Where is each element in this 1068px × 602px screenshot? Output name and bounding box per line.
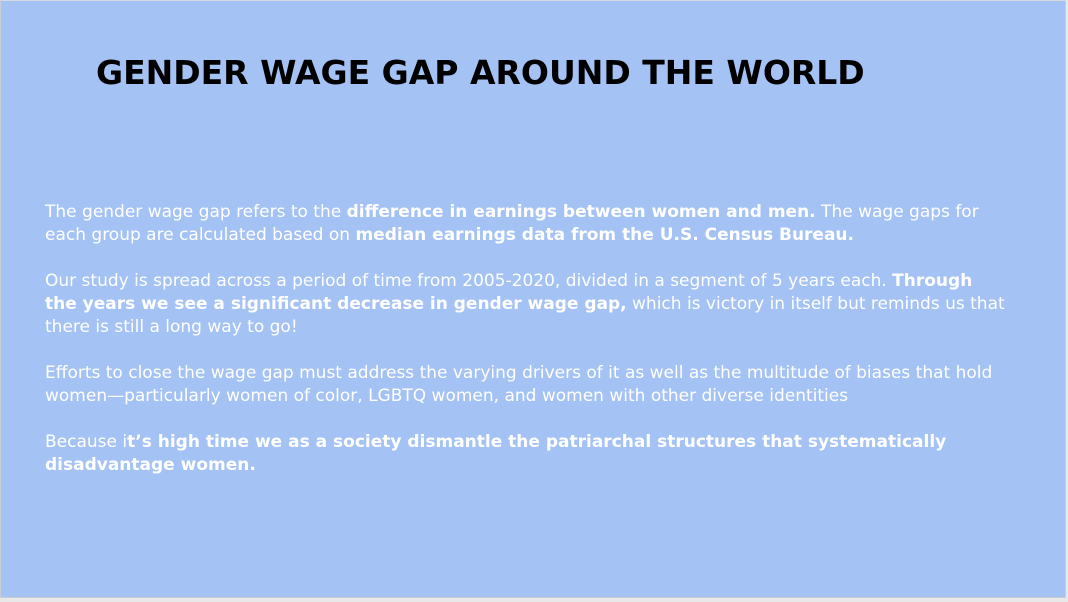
text-run-bold: Through the years we see a significant d… (45, 271, 973, 314)
paragraph-efforts: Efforts to close the wage gap must addre… (45, 362, 1005, 408)
slide-body: The gender wage gap refers to the differ… (45, 201, 1005, 500)
paragraph-conclusion: Because it’s high time we as a society d… (45, 431, 1005, 477)
text-run-bold: difference in earnings between women and… (346, 202, 816, 222)
text-run-bold: median earnings data from the U.S. Censu… (355, 225, 854, 245)
text-run: Our study is spread across a period of t… (45, 271, 893, 291)
paragraph-definition: The gender wage gap refers to the differ… (45, 201, 1005, 247)
text-run: The wage gaps for each group are calcula… (45, 202, 979, 245)
text-run: which is victory in itself but reminds u… (45, 294, 1005, 337)
text-run-bold: t’s high time we as a society dismantle … (45, 432, 947, 475)
paragraph-study-period: Our study is spread across a period of t… (45, 270, 1005, 339)
slide-title: GENDER WAGE GAP AROUND THE WORLD (96, 53, 865, 92)
text-run: Efforts to close the wage gap must addre… (45, 363, 993, 406)
text-run: Because i (45, 432, 128, 452)
text-run: The gender wage gap refers to the (45, 202, 347, 222)
